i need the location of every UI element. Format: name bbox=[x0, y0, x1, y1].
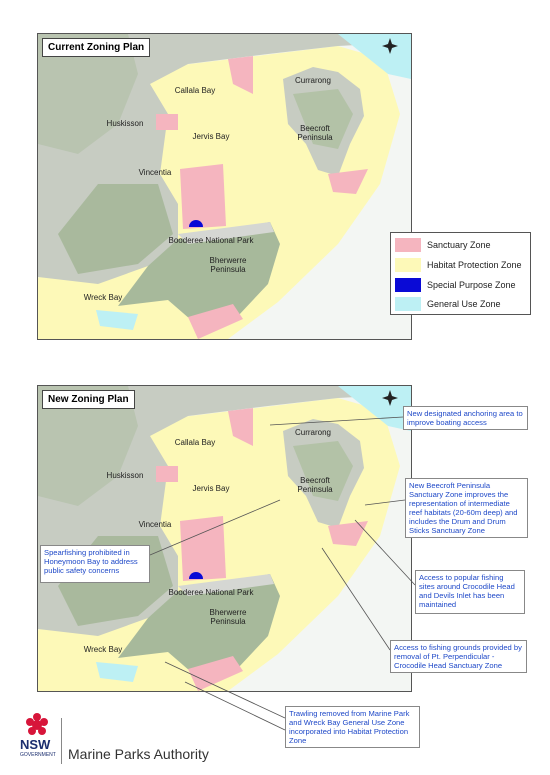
legend-swatch bbox=[395, 258, 421, 272]
place-label: Bherwerre Peninsula bbox=[209, 608, 247, 626]
place-label: Vincentia bbox=[138, 520, 172, 529]
place-label: Beecroft Peninsula bbox=[297, 124, 333, 142]
leader-line bbox=[149, 499, 281, 556]
callout: Spearfishing prohibited in Honeymoon Bay… bbox=[40, 545, 150, 583]
legend-swatch bbox=[395, 278, 421, 292]
place-label: Booderee National Park bbox=[168, 236, 254, 245]
legend-swatch bbox=[395, 297, 421, 311]
logo-text: NSW bbox=[20, 737, 51, 752]
callout: New Beecroft Peninsula Sanctuary Zone im… bbox=[405, 478, 528, 538]
place-label: Currarong bbox=[294, 76, 331, 85]
callout: Access to popular fishing sites around C… bbox=[415, 570, 525, 614]
organisation: Marine Parks Authority bbox=[68, 746, 209, 762]
legend-label: Habitat Protection Zone bbox=[427, 260, 522, 270]
legend-label: General Use Zone bbox=[427, 299, 501, 309]
leader-line bbox=[321, 547, 391, 651]
place-label: Jervis Bay bbox=[192, 484, 230, 493]
map-panel: Current Zoning Plan Callala Bay Currarong H… bbox=[37, 33, 412, 340]
leader-line bbox=[184, 681, 286, 731]
place-label: Huskisson bbox=[106, 119, 144, 128]
place-label: Callala Bay bbox=[174, 86, 216, 95]
leader-line bbox=[164, 661, 286, 719]
place-label: Wreck Bay bbox=[83, 293, 123, 302]
map-title: New Zoning Plan bbox=[42, 390, 135, 409]
place-label: Beecroft Peninsula bbox=[297, 476, 333, 494]
place-label: Vincentia bbox=[138, 168, 172, 177]
place-label: Currarong bbox=[294, 428, 331, 437]
legend-label: Sanctuary Zone bbox=[427, 240, 491, 250]
leader-line bbox=[364, 499, 406, 506]
place-label: Jervis Bay bbox=[192, 132, 230, 141]
legend-swatch bbox=[395, 238, 421, 252]
place-label: Bherwerre Peninsula bbox=[209, 256, 247, 274]
place-label: Booderee National Park bbox=[168, 588, 254, 597]
leader-line bbox=[354, 519, 416, 586]
legend-label: Special Purpose Zone bbox=[427, 280, 516, 290]
place-label: Callala Bay bbox=[174, 438, 216, 447]
divider bbox=[61, 718, 62, 764]
place-label: Wreck Bay bbox=[83, 645, 123, 654]
place-label: Huskisson bbox=[106, 471, 144, 480]
callout: New designated anchoring area to improve… bbox=[403, 406, 528, 430]
leader-line bbox=[269, 416, 404, 426]
logo-flower bbox=[26, 713, 48, 735]
callout: Trawling removed from Marine Park and Wr… bbox=[285, 706, 420, 748]
map-title: Current Zoning Plan bbox=[42, 38, 151, 57]
map-panel: New Zoning Plan Callala Bay Currarong Huski… bbox=[37, 385, 412, 692]
legend: Sanctuary Zone Habitat Protection Zone Spe… bbox=[390, 232, 531, 315]
callout: Access to fishing grounds provided by re… bbox=[390, 640, 527, 673]
logo-subtext: GOVERNMENT bbox=[20, 752, 56, 758]
